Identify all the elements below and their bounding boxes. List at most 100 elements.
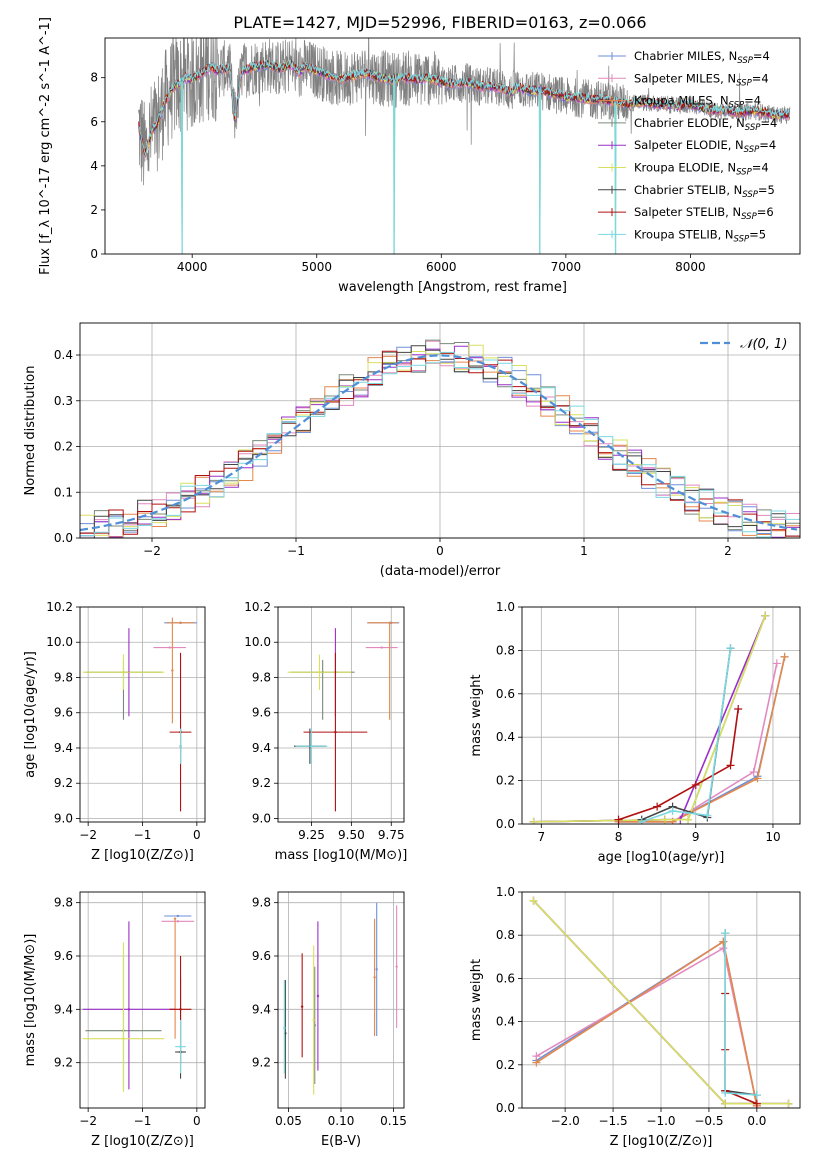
- normal-curve: [80, 354, 798, 532]
- mass_vs_ebv-marker: [316, 994, 320, 998]
- mass_vs_ebv-point-salpeter_elodie: [316, 921, 320, 1071]
- weight_vs_age-xlabel: age [log10(age/yr)]: [598, 850, 725, 865]
- weight_vs_age-marker-kroupa_elodie: [660, 815, 669, 824]
- residual-legend: 𝒩(0, 1): [700, 337, 787, 352]
- mass_vs_Z-ylabel: mass [log10(M/M⊙)]: [23, 934, 38, 1067]
- age_vs_mass-xtick-label: 9.50: [338, 828, 365, 842]
- mass_vs_ebv-point-salpeter_stelib: [300, 953, 304, 1058]
- age_vs_mass-marker: [318, 671, 321, 674]
- age_vs_Z-ylabel: age [log10(age/yr)]: [23, 651, 38, 778]
- residual-hist-kroupa_stelib: [80, 351, 800, 538]
- weight_vs_age-marker-salpeter_stelib: [653, 802, 662, 811]
- age_vs_Z-ytick-label: 9.4: [54, 741, 73, 755]
- weight_vs_Z-ytick-label: 0.2: [496, 1058, 515, 1072]
- legend-rest: =4: [752, 161, 769, 175]
- mass_vs_Z-xtick-label: −1: [134, 1114, 152, 1128]
- weight_vs_age-marker-kroupa_miles: [753, 774, 762, 783]
- mass_vs_ebv-point-chabrier_miles: [375, 902, 378, 1036]
- mass_vs_ebv-frame: [277, 891, 405, 1109]
- weight_vs_Z-frame: [521, 891, 801, 1109]
- age_vs_Z-marker: [171, 669, 174, 672]
- weight_vs_Z-marker-kroupa_stelib: [721, 929, 730, 938]
- spectrum-model-kroupa_stelib: [138, 59, 790, 254]
- mass_vs_ebv-axes: 0.05 0.10 0.15 9.2 9.4 9.6 9.8 E(B-V): [252, 892, 407, 1149]
- mass_vs_Z-xtick-label: −2: [79, 1114, 97, 1128]
- weight_vs_age-line-kroupa_stelib: [641, 648, 732, 823]
- mass_vs_ebv-marker: [395, 965, 398, 968]
- weight_vs_age-marker-kroupa_miles: [780, 652, 789, 661]
- age_vs_Z-point-kroupa_miles: [166, 621, 195, 625]
- age_vs_Z-point-kroupa_stelib: [179, 728, 182, 764]
- age_vs_Z-point-salpeter_miles: [153, 646, 186, 649]
- residuals-ytick-label: 0.0: [54, 531, 73, 545]
- weight_vs_age-marker-kroupa_elodie: [761, 611, 770, 620]
- age_vs_mass-marker: [380, 646, 383, 649]
- mass_vs_Z-marker: [176, 920, 180, 923]
- mass_vs_Z-point-salpeter_elodie: [82, 921, 176, 1090]
- mass_vs_Z-xlabel: Z [log10(Z/Z⊙)]: [91, 1134, 194, 1149]
- age_vs_Z-xlabel: Z [log10(Z/Z⊙)]: [91, 848, 194, 863]
- spectrum-legend: Chabrier MILES, NSSP=4 Salpeter MILES, NS…: [598, 49, 777, 244]
- legend-label-chabrier_miles: Chabrier MILES, NSSP=4: [634, 49, 770, 66]
- residuals-xtick-label: 1: [580, 544, 588, 558]
- spectrum-xtick-label: 5000: [301, 260, 332, 274]
- weight_vs_Z-marker-kroupa_elodie: [784, 1099, 793, 1108]
- weight_vs_Z-xlabel: Z [log10(Z/Z⊙)]: [610, 1134, 713, 1149]
- mass_vs_ebv-point-kroupa_miles: [373, 918, 376, 1036]
- legend-subscript: SSP: [745, 123, 761, 133]
- age_vs_mass-plot-area: [287, 621, 400, 812]
- age_vs_Z-ytick-label: 9.2: [54, 776, 73, 790]
- legend-subscript: SSP: [734, 234, 750, 244]
- age_vs_mass-xlabel: mass [log10(M/M⊙)]: [275, 848, 408, 863]
- mass_vs_ebv-ytick-label: 9.6: [252, 949, 271, 963]
- age_vs_Z-xtick-label: −1: [134, 828, 152, 842]
- spectrum-ytick-label: 6: [90, 115, 98, 129]
- legend-subscript: SSP: [737, 56, 753, 66]
- spectrum-ylabel: Flux [f_λ 10^-17 erg cm^-2 s^-1 A^-1]: [38, 17, 53, 275]
- weight_vs_age-ytick-label: 0.6: [496, 687, 515, 701]
- legend-subscript: SSP: [741, 212, 757, 222]
- legend-label-salpeter_miles: Salpeter MILES, NSSP=4: [634, 71, 769, 88]
- weight_vs_age-xtick-label: 8: [615, 830, 623, 844]
- spectrum-ytick-label: 8: [90, 71, 98, 85]
- weight_vs_Z-xtick-label: −2.0: [551, 1114, 580, 1128]
- mass_vs_Z-frame: [79, 891, 206, 1109]
- legend-subscript: SSP: [744, 145, 760, 155]
- mass_vs_ebv-marker: [300, 1005, 304, 1008]
- weight_vs_age-marker-salpeter_stelib: [614, 815, 623, 824]
- spectrum-ytick-label: 0: [90, 247, 98, 261]
- weight_vs_age-marker-kroupa_elodie: [529, 817, 538, 824]
- weight_vs_Z-marker-kroupa_miles: [532, 1058, 541, 1067]
- mass_vs_Z-marker: [127, 1008, 131, 1011]
- age_vs_Z-ytick-label: 10.2: [46, 600, 73, 614]
- weight_vs_age-ytick-label: 0.4: [496, 730, 515, 744]
- mass_vs_ebv-point-salpeter_miles: [395, 905, 398, 1028]
- mass_vs_ebv-xtick-label: 0.10: [328, 1114, 355, 1128]
- weight_vs_age-axes: 7 8 9 10 0.0 0.2 0.4 0.6 0.8 1.0 age [log10(age/yr…: [469, 600, 800, 865]
- residuals-frame: [79, 322, 801, 539]
- mass_vs_Z-marker: [122, 1037, 125, 1040]
- age_vs_Z-plot-area: [82, 617, 197, 812]
- weight_vs_age-xtick-label: 9: [692, 830, 700, 844]
- weight_vs_age-marker-salpeter_miles: [772, 659, 781, 668]
- spectrum-xlabel: wavelength [Angstrom, rest frame]: [338, 280, 567, 295]
- weight_vs_Z-ytick-label: 0.8: [496, 928, 515, 942]
- age_vs_mass-ytick-label: 9.6: [252, 706, 271, 720]
- spectrum-xtick-label: 6000: [426, 260, 457, 274]
- legend-rest: =6: [757, 205, 774, 219]
- weight_vs_age-ytick-label: 0.8: [496, 643, 515, 657]
- mass_vs_Z-ytick-label: 9.8: [54, 896, 73, 910]
- mass_vs_ebv-ytick-label: 9.2: [252, 1056, 271, 1070]
- legend-label-kroupa_stelib: Kroupa STELIB, NSSP=5: [634, 227, 766, 244]
- age_vs_Z-point-kroupa_elodie: [82, 654, 165, 690]
- legend-label-chabrier_stelib: Chabrier STELIB, NSSP=5: [634, 183, 775, 200]
- mass_vs_Z-marker: [179, 1008, 182, 1011]
- spectrum-plot-area: [138, 38, 791, 254]
- weight_vs_Z-xtick-label: −0.5: [694, 1114, 723, 1128]
- weight_vs_age-xtick-label: 10: [765, 830, 780, 844]
- age_vs_mass-marker: [334, 730, 337, 734]
- age_vs_Z-ytick-label: 9.8: [54, 670, 73, 684]
- weight_vs_Z-ytick-label: 0.6: [496, 971, 515, 985]
- age_vs_mass-ytick-label: 9.2: [252, 776, 271, 790]
- mass_vs_ebv-xlabel: E(B-V): [321, 1134, 361, 1149]
